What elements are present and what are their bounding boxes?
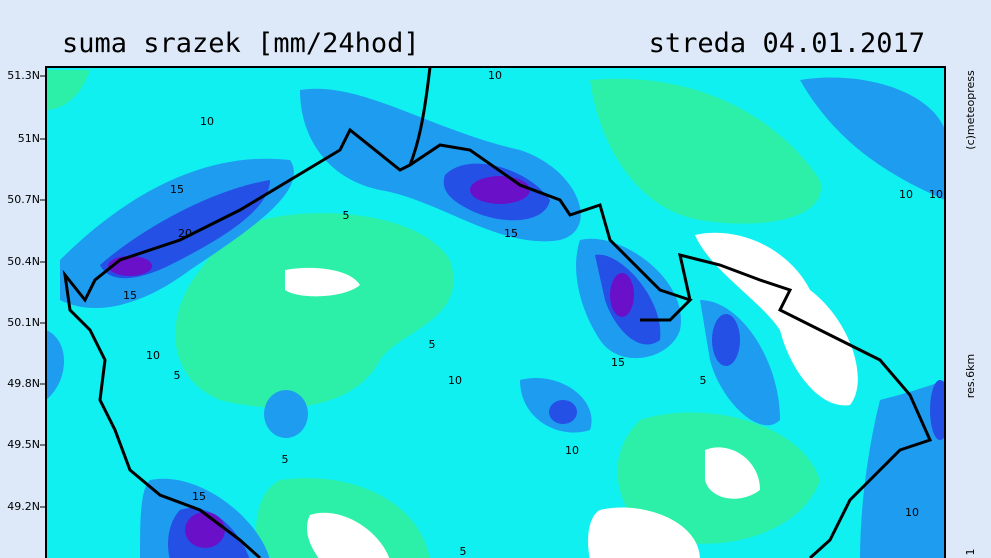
latitude-label: 49.2N bbox=[7, 500, 40, 513]
contour-label: 10 bbox=[929, 188, 943, 201]
light-zones bbox=[46, 70, 821, 558]
latitude-label: 51.3N bbox=[7, 69, 40, 82]
country-border bbox=[62, 67, 933, 558]
map-date: streda 04.01.2017 bbox=[649, 28, 925, 59]
contour-label: 10 bbox=[899, 188, 913, 201]
contour-label: 10 bbox=[146, 349, 160, 362]
contour-label: 5 bbox=[174, 369, 181, 382]
resolution: res.6km bbox=[964, 354, 977, 398]
map-title: suma srazek [mm/24hod] bbox=[62, 28, 420, 59]
contour-label: 10 bbox=[565, 444, 579, 457]
contour-label: 15 bbox=[504, 227, 518, 240]
contour-label: 5 bbox=[429, 338, 436, 351]
dry-zones bbox=[285, 232, 858, 558]
latitude-label: 49.8N bbox=[7, 377, 40, 390]
contour-label: 5 bbox=[700, 374, 707, 387]
contour-label: 10 bbox=[448, 374, 462, 387]
latitude-label: 49.5N bbox=[7, 438, 40, 451]
latitude-label: 50.1N bbox=[7, 316, 40, 329]
latitude-label: 51N bbox=[18, 132, 40, 145]
credit: (c)meteopress bbox=[964, 70, 977, 150]
contour-label: 15 bbox=[170, 183, 184, 196]
corner-mark: 1 bbox=[964, 549, 977, 556]
contour-label: 10 bbox=[905, 506, 919, 519]
map-frame bbox=[45, 66, 946, 558]
contour-label: 5 bbox=[343, 209, 350, 222]
precipitation-field bbox=[46, 67, 945, 558]
contour-label: 10 bbox=[200, 115, 214, 128]
contour-label: 15 bbox=[611, 356, 625, 369]
latitude-label: 50.7N bbox=[7, 193, 40, 206]
contour-label: 5 bbox=[282, 453, 289, 466]
contour-label: 5 bbox=[460, 545, 467, 558]
contour-label: 15 bbox=[192, 490, 206, 503]
latitude-label: 50.4N bbox=[7, 255, 40, 268]
contour-label: 15 bbox=[123, 289, 137, 302]
contour-label: 20 bbox=[178, 227, 192, 240]
contour-label: 10 bbox=[488, 69, 502, 82]
